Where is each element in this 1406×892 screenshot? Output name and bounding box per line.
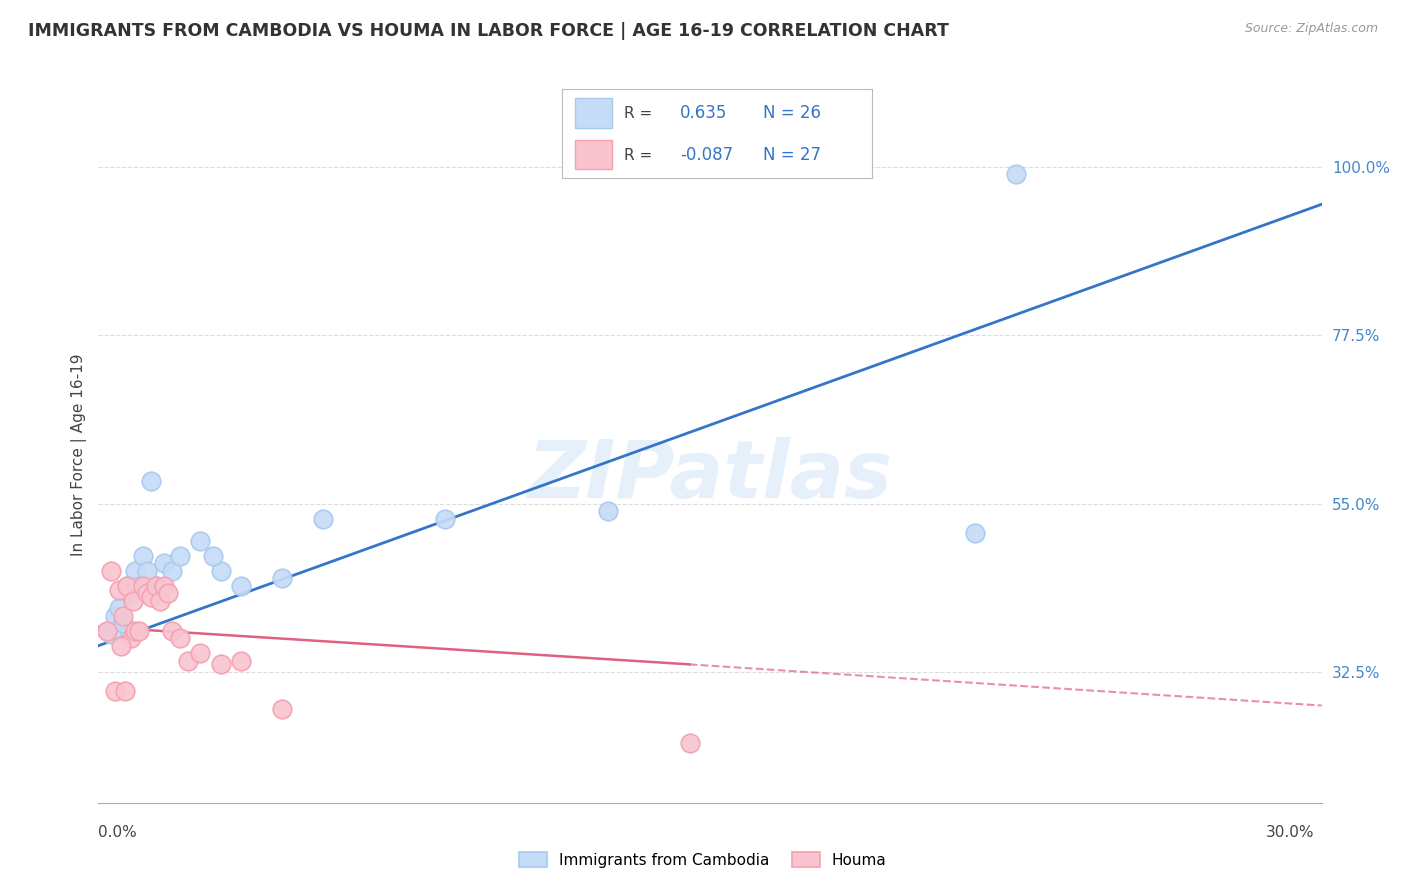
Point [108, 582, 131, 597]
Point [108, 601, 131, 615]
Point [231, 654, 253, 668]
Point [136, 564, 159, 578]
Point [110, 639, 132, 653]
Point [188, 533, 212, 548]
Point [149, 594, 172, 608]
Point [124, 624, 146, 638]
Point [433, 511, 456, 525]
Text: 30.0%: 30.0% [1267, 825, 1315, 840]
Text: R =: R = [624, 106, 652, 120]
Point [96, 624, 118, 638]
Point [122, 594, 145, 608]
Point [128, 579, 150, 593]
Point [156, 586, 179, 600]
Text: N = 27: N = 27 [763, 146, 821, 164]
Point [596, 504, 619, 518]
Point [120, 631, 142, 645]
Point [177, 654, 200, 668]
Point [114, 683, 136, 698]
Point [111, 616, 134, 631]
Point [201, 549, 224, 563]
Point [96, 624, 118, 638]
Point [115, 579, 138, 593]
Point [169, 631, 191, 645]
FancyBboxPatch shape [575, 98, 612, 128]
Point [160, 624, 183, 638]
Point [152, 557, 174, 571]
Text: 0.635: 0.635 [681, 104, 727, 122]
Text: N = 26: N = 26 [763, 104, 821, 122]
Text: R =: R = [624, 148, 652, 162]
Point [115, 579, 138, 593]
Point [132, 579, 155, 593]
Y-axis label: In Labor Force | Age 16-19: In Labor Force | Age 16-19 [72, 353, 87, 557]
Point [679, 736, 702, 750]
Text: Source: ZipAtlas.com: Source: ZipAtlas.com [1244, 22, 1378, 36]
Point [209, 657, 232, 672]
Point [141, 474, 163, 488]
Point [100, 564, 122, 578]
Point [104, 683, 127, 698]
Point [188, 646, 212, 660]
Point [132, 549, 155, 563]
Point [209, 564, 232, 578]
Point [136, 586, 159, 600]
Legend: Immigrants from Cambodia, Houma: Immigrants from Cambodia, Houma [512, 844, 894, 875]
Point [1004, 167, 1026, 181]
Point [312, 511, 335, 525]
Text: ZIPatlas: ZIPatlas [527, 437, 893, 515]
Point [100, 627, 122, 641]
Point [231, 579, 253, 593]
Point [169, 549, 191, 563]
Text: -0.087: -0.087 [681, 146, 733, 164]
FancyBboxPatch shape [575, 140, 612, 169]
Point [152, 579, 174, 593]
Point [124, 564, 146, 578]
Point [965, 526, 987, 541]
Point [270, 702, 294, 716]
Point [141, 590, 163, 604]
Point [270, 571, 294, 585]
Text: 0.0%: 0.0% [98, 825, 138, 840]
Point [111, 608, 134, 623]
Point [104, 608, 127, 623]
Text: IMMIGRANTS FROM CAMBODIA VS HOUMA IN LABOR FORCE | AGE 16-19 CORRELATION CHART: IMMIGRANTS FROM CAMBODIA VS HOUMA IN LAB… [28, 22, 949, 40]
Point [145, 579, 167, 593]
Point [120, 586, 142, 600]
Point [160, 564, 183, 578]
Point [128, 624, 150, 638]
Point [145, 579, 167, 593]
